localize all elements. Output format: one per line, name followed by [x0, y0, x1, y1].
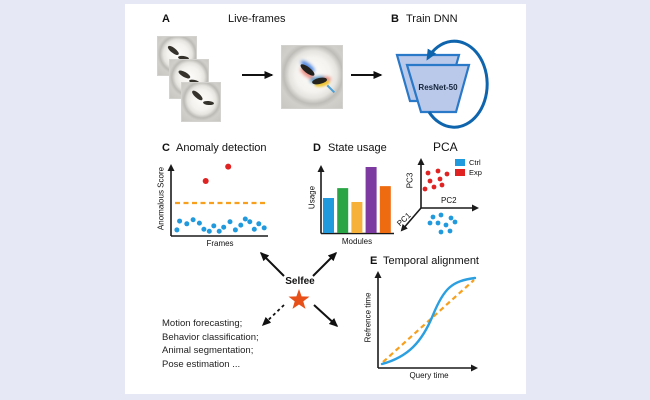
panel-e-letter: E — [370, 255, 378, 267]
fly-silhouette-colorized — [311, 76, 328, 85]
panel-d-title: State usage — [328, 142, 387, 154]
pca-title: PCA — [433, 140, 458, 154]
video-frame-3 — [181, 82, 221, 122]
fly-silhouette — [166, 44, 181, 57]
panel-a-letter: A — [162, 13, 170, 25]
usage-y-axis-label: Usage — [307, 185, 317, 210]
legend-row-exp: Exp — [455, 167, 482, 177]
anomaly-x-axis-label: Frames — [206, 239, 234, 248]
application-item: Animal segmentation; — [162, 345, 254, 356]
processed-frame — [281, 45, 343, 109]
legend-swatch-ctrl — [455, 158, 465, 166]
panel-c-title: Anomaly detection — [176, 142, 267, 154]
selfee-label: Selfee — [285, 276, 315, 287]
panel-e-title: Temporal alignment — [383, 255, 479, 267]
panel-a-title: Live-frames — [228, 13, 286, 25]
temporal-y-axis-label: Refrence time — [363, 292, 373, 343]
fly-silhouette-colorized — [298, 62, 317, 78]
panel-c-letter: C — [162, 142, 170, 154]
panel-b-letter: B — [391, 13, 399, 25]
anomaly-y-axis-label: Anomalous Score — [156, 166, 166, 231]
application-item: Pose estimation ... — [162, 358, 241, 370]
resnet-label: ResNet-50 — [418, 83, 458, 92]
legend-label-ctrl: Ctrl — [469, 157, 481, 167]
application-item: Behavior classification; — [162, 331, 259, 343]
pc2-axis-label: PC2 — [441, 196, 457, 205]
applications-list: Motion forecasting; Behavior classificat… — [162, 317, 259, 371]
fly-silhouette — [202, 100, 215, 106]
usage-x-axis-label: Modules — [341, 237, 373, 246]
legend-label-exp: Exp — [469, 167, 482, 177]
fly-silhouette — [177, 69, 192, 80]
temporal-x-axis-label: Query time — [409, 371, 449, 380]
legend-row-ctrl: Ctrl — [455, 157, 482, 167]
application-item: Motion forecasting; — [162, 318, 243, 329]
pca-legend: Ctrl Exp — [455, 157, 482, 177]
panel-b-title: Train DNN — [406, 13, 458, 25]
fly-silhouette — [191, 89, 204, 102]
motion-trace — [326, 84, 336, 93]
legend-swatch-exp — [455, 168, 465, 176]
panel-d-letter: D — [313, 142, 321, 154]
